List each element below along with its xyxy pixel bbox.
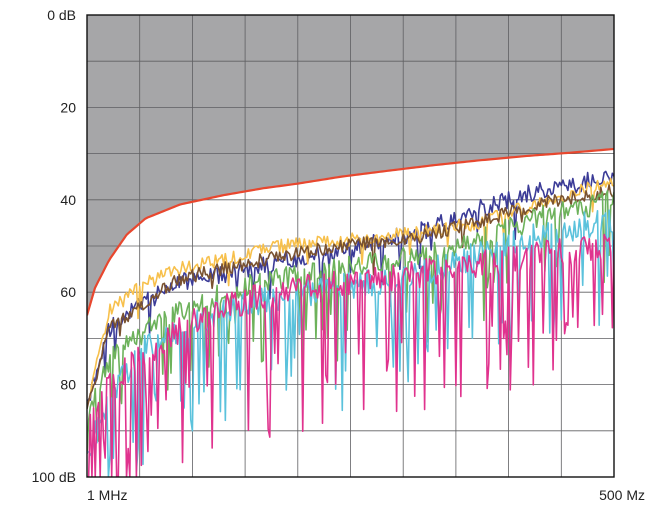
y-tick-label: 20: [60, 99, 76, 115]
y-tick-label: 0 dB: [47, 7, 76, 23]
data-series-1: [87, 170, 614, 404]
y-tick-label: 100 dB: [32, 469, 76, 485]
y-tick-label: 80: [60, 377, 76, 393]
data-series-group: [87, 170, 614, 477]
limit-line-group: [87, 147, 614, 316]
x-tick-label-end: 500 Mz: [599, 487, 645, 503]
limit-line: [87, 147, 614, 316]
data-series-3: [87, 184, 614, 410]
data-series-6: [87, 233, 614, 477]
y-tick-label: 40: [60, 192, 76, 208]
plot-border: [86, 14, 615, 478]
x-tick-label-start: 1 MHz: [87, 487, 127, 503]
axis-labels: 0 dB 20 40 60 80 100 dB 1 MHz 500 Mz: [32, 7, 645, 503]
y-tick-label: 60: [60, 284, 76, 300]
data-series-4: [87, 190, 614, 454]
plot-grid: [87, 15, 614, 477]
plot-frame: [86, 14, 615, 478]
